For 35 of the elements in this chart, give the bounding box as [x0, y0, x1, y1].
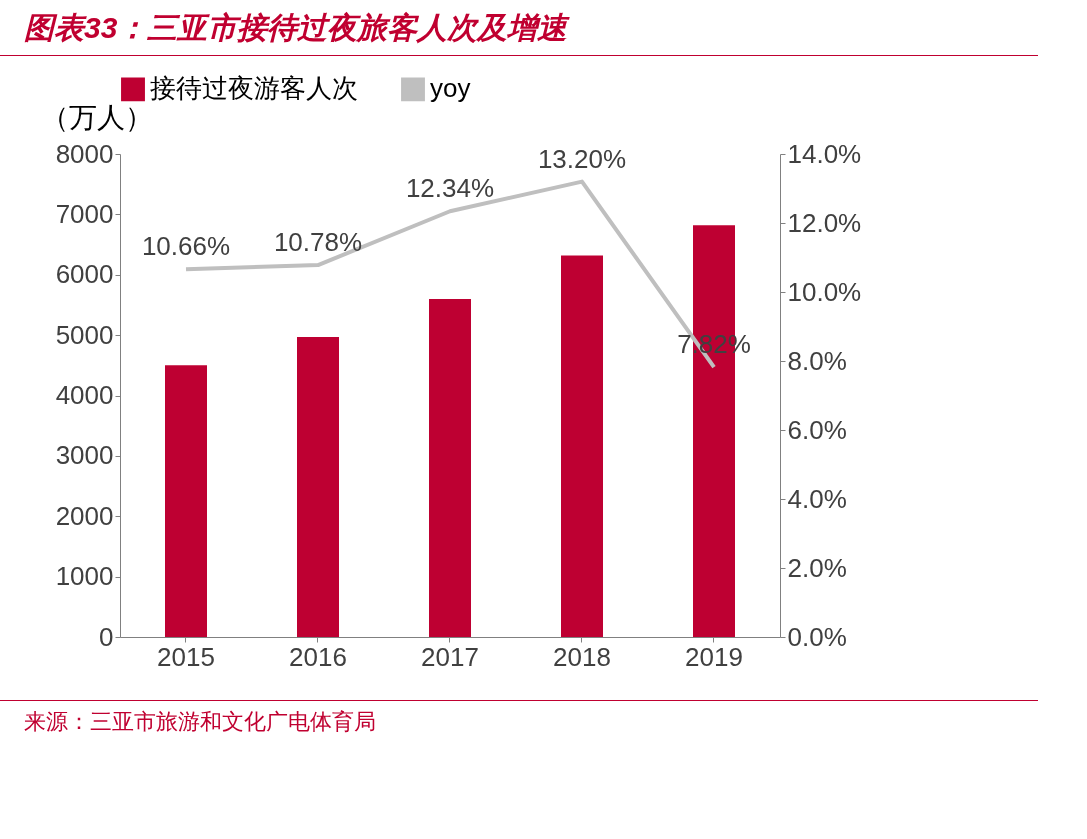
data-label: 10.78% — [273, 227, 363, 258]
y-tick-label: 1000 — [55, 561, 114, 592]
x-tick-label: 2016 — [289, 641, 347, 672]
legend-label: 接待过夜游客人次 — [150, 73, 358, 104]
y2-tick-label: 8.0% — [787, 345, 847, 376]
data-label: 12.34% — [405, 173, 495, 204]
x-tick-label: 2019 — [685, 641, 743, 672]
x-tick-label: 2018 — [553, 641, 611, 672]
y-tick-label: 0 — [99, 621, 114, 652]
x-tick-label: 2017 — [421, 641, 479, 672]
y-tick-label: 8000 — [55, 138, 114, 169]
y2-tick-label: 4.0% — [787, 483, 847, 514]
data-label: 13.20% — [537, 143, 627, 174]
data-label: 10.66% — [141, 231, 231, 262]
y-tick-label: 2000 — [55, 500, 114, 531]
bar — [429, 298, 471, 637]
y-tick-label: 6000 — [55, 259, 114, 290]
y-axis-title: （万人） — [40, 101, 153, 133]
x-tick-label: 2015 — [157, 641, 215, 672]
y-tick-label: 5000 — [55, 319, 114, 350]
bar — [165, 365, 207, 637]
y2-tick-label: 10.0% — [787, 276, 862, 307]
source-note: 来源：三亚市旅游和文化广电体育局 — [0, 700, 1038, 743]
y-tick-label: 3000 — [55, 440, 114, 471]
y2-tick-label: 6.0% — [787, 414, 847, 445]
y2-tick-label: 14.0% — [787, 138, 862, 169]
y2-tick-label: 0.0% — [787, 621, 847, 652]
chart-title: 图表33：三亚市接待过夜旅客人次及增速 — [0, 0, 1038, 56]
y-tick-label: 7000 — [55, 198, 114, 229]
y-tick-label: 4000 — [55, 380, 114, 410]
y2-tick-label: 12.0% — [787, 207, 862, 238]
bar — [561, 255, 603, 637]
bar — [297, 336, 339, 637]
legend-label: yoy — [430, 73, 471, 104]
y2-tick-label: 2.0% — [787, 552, 847, 583]
